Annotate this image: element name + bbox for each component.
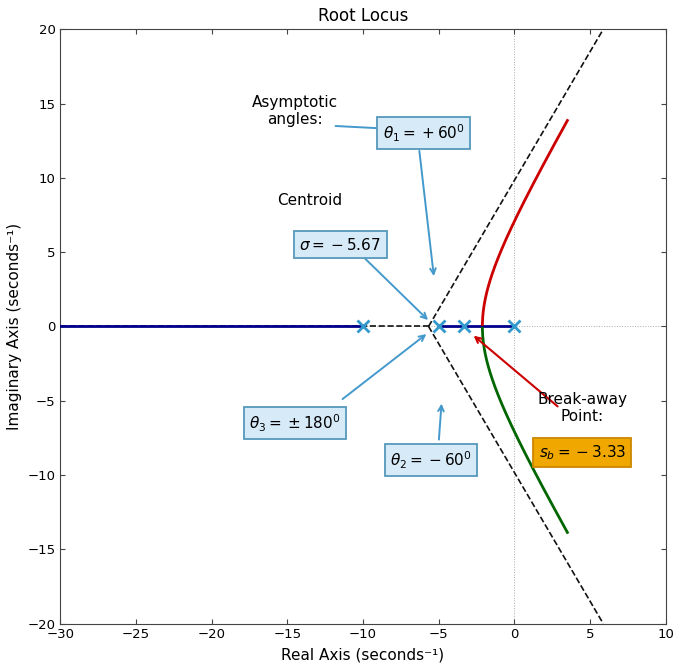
- Title: Root Locus: Root Locus: [318, 7, 408, 25]
- Text: Asymptotic
angles:: Asymptotic angles:: [252, 95, 338, 127]
- X-axis label: Real Axis (seconds⁻¹): Real Axis (seconds⁻¹): [281, 647, 445, 662]
- Text: $\theta_3 = \pm180^0$: $\theta_3 = \pm180^0$: [249, 412, 340, 434]
- Y-axis label: Imaginary Axis (seconds⁻¹): Imaginary Axis (seconds⁻¹): [7, 223, 22, 430]
- Text: $\theta_2 = -60^0$: $\theta_2 = -60^0$: [390, 450, 472, 471]
- Text: $\sigma = -5.67$: $\sigma = -5.67$: [300, 237, 381, 253]
- Text: $\theta_1 = +60^0$: $\theta_1 = +60^0$: [383, 122, 464, 144]
- Text: Centroid: Centroid: [278, 193, 343, 207]
- Text: $s_b = -3.33$: $s_b = -3.33$: [539, 444, 626, 462]
- Text: Break-away
Point:: Break-away Point:: [537, 392, 627, 424]
